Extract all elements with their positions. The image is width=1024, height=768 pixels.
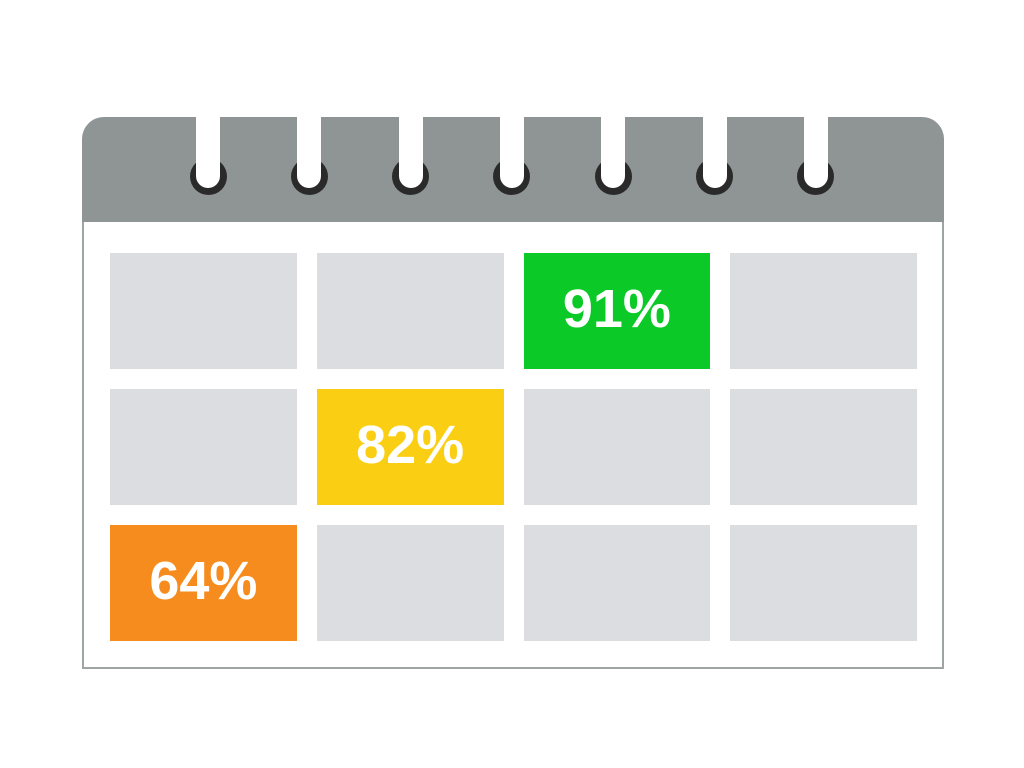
binder-ring-icon bbox=[189, 117, 227, 222]
binder-ring-icon bbox=[594, 117, 632, 222]
binder-ring-icon bbox=[392, 117, 430, 222]
calendar-cell bbox=[523, 525, 711, 641]
ring-slot-icon bbox=[196, 117, 220, 188]
ring-slot-icon bbox=[601, 117, 626, 188]
calendar-grid: 91% 82% 64% bbox=[84, 222, 942, 667]
cell-percentage-value: 82% bbox=[356, 415, 465, 475]
cell-percentage-value: 91% bbox=[562, 279, 671, 339]
calendar-cell-highlighted: 91% bbox=[523, 253, 711, 369]
calendar-cell bbox=[730, 253, 917, 369]
binder-ring-icon bbox=[493, 117, 531, 222]
calendar-cell-highlighted: 64% bbox=[110, 525, 297, 641]
calendar-body: 91% 82% 64% bbox=[82, 222, 944, 669]
ring-slot-icon bbox=[499, 117, 524, 188]
calendar-header bbox=[82, 117, 944, 222]
ring-slot-icon bbox=[398, 117, 423, 188]
binder-ring-icon bbox=[696, 117, 734, 222]
binder-ring-row bbox=[189, 117, 835, 222]
binder-ring-icon bbox=[290, 117, 328, 222]
ring-slot-icon bbox=[803, 117, 828, 188]
calendar-cell bbox=[110, 253, 297, 369]
calendar-cell bbox=[730, 389, 917, 505]
calendar-cell bbox=[523, 389, 711, 505]
calendar-cell bbox=[730, 525, 917, 641]
binder-ring-icon bbox=[797, 117, 835, 222]
calendar-cell bbox=[316, 525, 504, 641]
ring-slot-icon bbox=[297, 117, 322, 188]
ring-slot-icon bbox=[702, 117, 727, 188]
calendar-cell bbox=[110, 389, 297, 505]
calendar-cell bbox=[316, 253, 504, 369]
calendar-cell-highlighted: 82% bbox=[316, 389, 504, 505]
calendar: 91% 82% 64% bbox=[82, 117, 944, 669]
cell-percentage-value: 64% bbox=[149, 551, 258, 611]
